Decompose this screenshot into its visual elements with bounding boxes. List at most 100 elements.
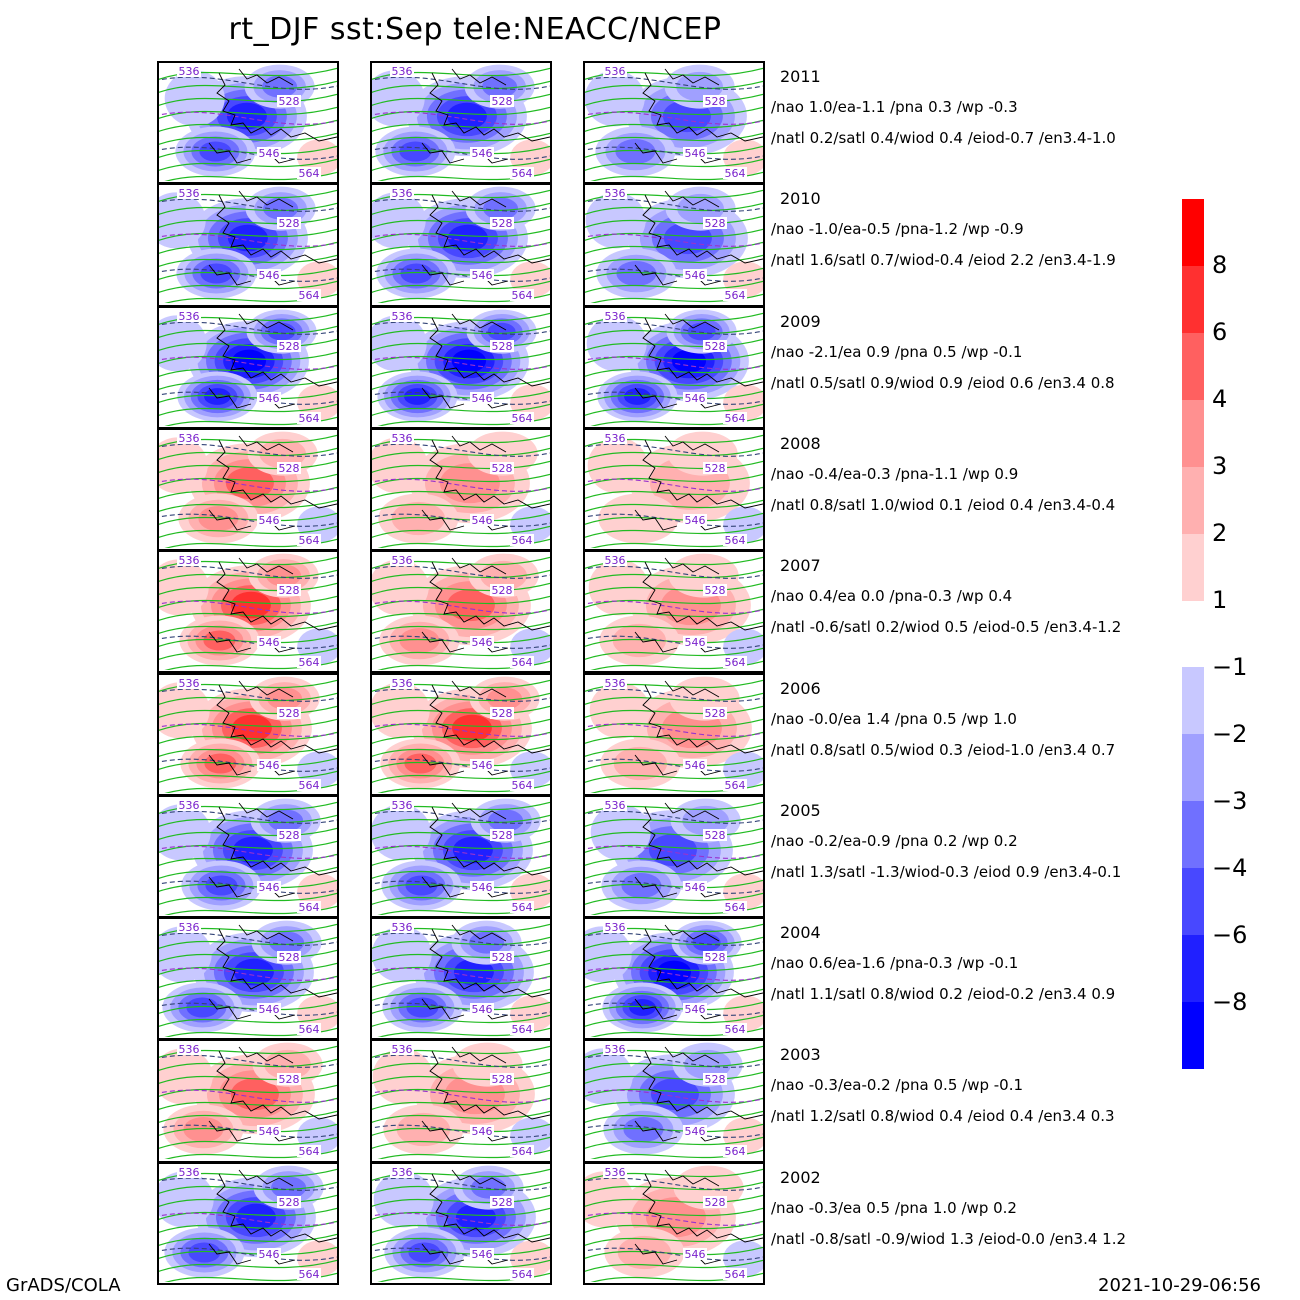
map-panel: 536 528 546 564 [157, 427, 339, 552]
index-line-2: /natl 1.3/satl -1.3/wiod-0.3 /eiod 0.9 /… [771, 862, 1122, 881]
dashed-contour [159, 1212, 337, 1226]
dashed-contour [585, 1247, 763, 1261]
height-contour [159, 1220, 337, 1233]
height-contour [159, 338, 337, 351]
contour-label-bg [703, 95, 727, 107]
contour-label-bg [490, 95, 514, 107]
dashed-contour [372, 513, 550, 527]
contour-label-bg [177, 554, 201, 567]
contour-label: 528 [492, 340, 513, 353]
contour-label-bg [177, 65, 201, 77]
anomaly-shading [186, 997, 219, 1018]
dashed-contour [372, 443, 550, 457]
height-contour [159, 1111, 337, 1124]
contour-label: 536 [179, 1043, 200, 1056]
height-contour [585, 949, 763, 963]
height-contour [372, 621, 550, 635]
dashed-contour [159, 391, 337, 405]
coastline [421, 924, 550, 1020]
anomaly-shading [372, 559, 429, 616]
colorbar-label: 3 [1212, 452, 1228, 480]
height-contour [159, 1233, 337, 1246]
map-panel: 536 528 546 564 [370, 183, 552, 307]
map-panel: 536 528 546 564 [583, 305, 765, 429]
anomaly-shading [372, 315, 427, 371]
contour-label: 528 [492, 1196, 513, 1209]
contour-label: 536 [179, 1166, 200, 1179]
contour-label-bg [723, 656, 747, 669]
contour-label: 536 [392, 677, 413, 690]
height-contour [159, 801, 337, 814]
height-contour [372, 757, 550, 770]
contour-label: 536 [605, 310, 626, 323]
map-panel: 536 528 546 564 [370, 427, 552, 552]
index-line-1: /nao -0.3/ea 0.5 /pna 1.0 /wp 0.2 [771, 1198, 1017, 1217]
contour-label-bg [177, 1043, 201, 1056]
height-contour [585, 582, 763, 596]
colorbar-label: 6 [1212, 318, 1228, 346]
contour-label: 528 [279, 1196, 300, 1209]
anomaly-shading [488, 809, 524, 832]
contour-label-bg [177, 676, 201, 689]
height-contour [585, 145, 763, 159]
contour-label: 536 [392, 921, 413, 934]
contour-label: 528 [279, 340, 300, 353]
contour-label-bg [723, 411, 747, 424]
map-panel: 536 528 546 564 [157, 1161, 339, 1285]
contour-label: 546 [259, 636, 280, 649]
height-contour [585, 892, 763, 905]
height-contour [159, 325, 337, 338]
contour-label-bg [603, 187, 627, 200]
contour-label: 564 [512, 534, 533, 547]
contour-label-bg [177, 798, 201, 811]
contour-label-bg [510, 289, 534, 302]
height-contour [585, 1259, 763, 1272]
colorbar-label: 2 [1212, 519, 1228, 547]
anomaly-shading [235, 1203, 276, 1231]
coastline [208, 1047, 337, 1142]
contour-label-bg [470, 758, 494, 771]
dashed-contour [159, 146, 337, 160]
height-contour [159, 119, 337, 133]
contour-label: 536 [392, 310, 413, 323]
contour-label: 564 [725, 1145, 746, 1158]
anomaly-shading [656, 960, 692, 984]
dashed-contour [585, 76, 763, 90]
height-contour [372, 801, 550, 814]
contour-label-bg [297, 289, 321, 302]
height-contour [372, 692, 550, 705]
contour-label-bg [277, 461, 301, 474]
height-contour [159, 757, 337, 770]
height-contour [585, 1207, 763, 1220]
index-line-2: /natl 1.1/satl 0.8/wiod 0.2 /eiod-0.2 /e… [771, 985, 1116, 1004]
height-contour [585, 132, 763, 146]
height-contour [372, 962, 550, 976]
anomaly-shading [692, 933, 721, 952]
height-contour [159, 499, 337, 512]
colorbar-segment [1182, 801, 1204, 868]
colorbar-segment [1182, 667, 1204, 734]
contour-label: 536 [392, 799, 413, 812]
contour-label-bg [510, 656, 534, 669]
contour-label: 528 [492, 584, 513, 597]
map-panel: 536 528 546 564 [370, 61, 552, 185]
height-contour [372, 67, 550, 81]
height-contour [159, 556, 337, 570]
height-contour [585, 1137, 763, 1150]
contour-label-bg [723, 778, 747, 791]
contour-label-bg [510, 167, 534, 179]
contour-label: 528 [705, 1196, 726, 1209]
height-contour [585, 1046, 763, 1059]
dashed-contour [159, 1177, 337, 1191]
dashed-contour [585, 198, 763, 213]
height-contour [585, 1085, 763, 1098]
height-contour [372, 280, 550, 294]
dashed-contour [372, 268, 550, 283]
contour-label-bg [510, 1145, 534, 1158]
anomaly-shading [452, 836, 493, 864]
height-contour [585, 403, 763, 416]
map-panel: 536 528 546 564 [583, 183, 765, 307]
contour-label-bg [490, 461, 514, 474]
anomaly-shading [159, 1048, 213, 1105]
contour-label-bg [277, 706, 301, 719]
